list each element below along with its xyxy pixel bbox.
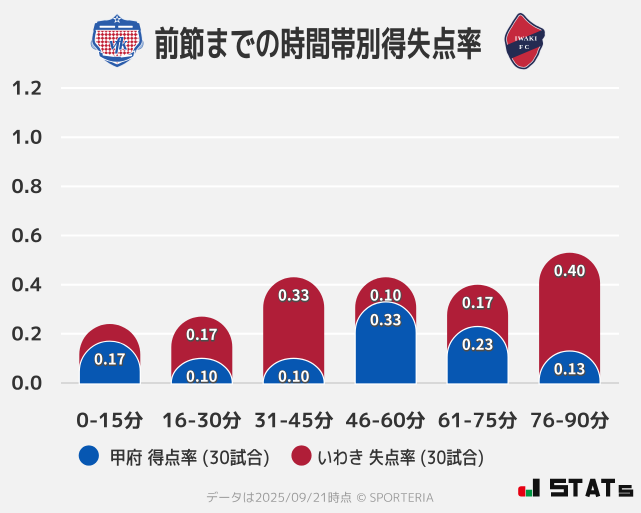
svg-text:FC: FC — [519, 44, 531, 51]
svg-text:IWAKI: IWAKI — [515, 36, 538, 43]
svg-text:vfk: vfk — [109, 33, 128, 53]
